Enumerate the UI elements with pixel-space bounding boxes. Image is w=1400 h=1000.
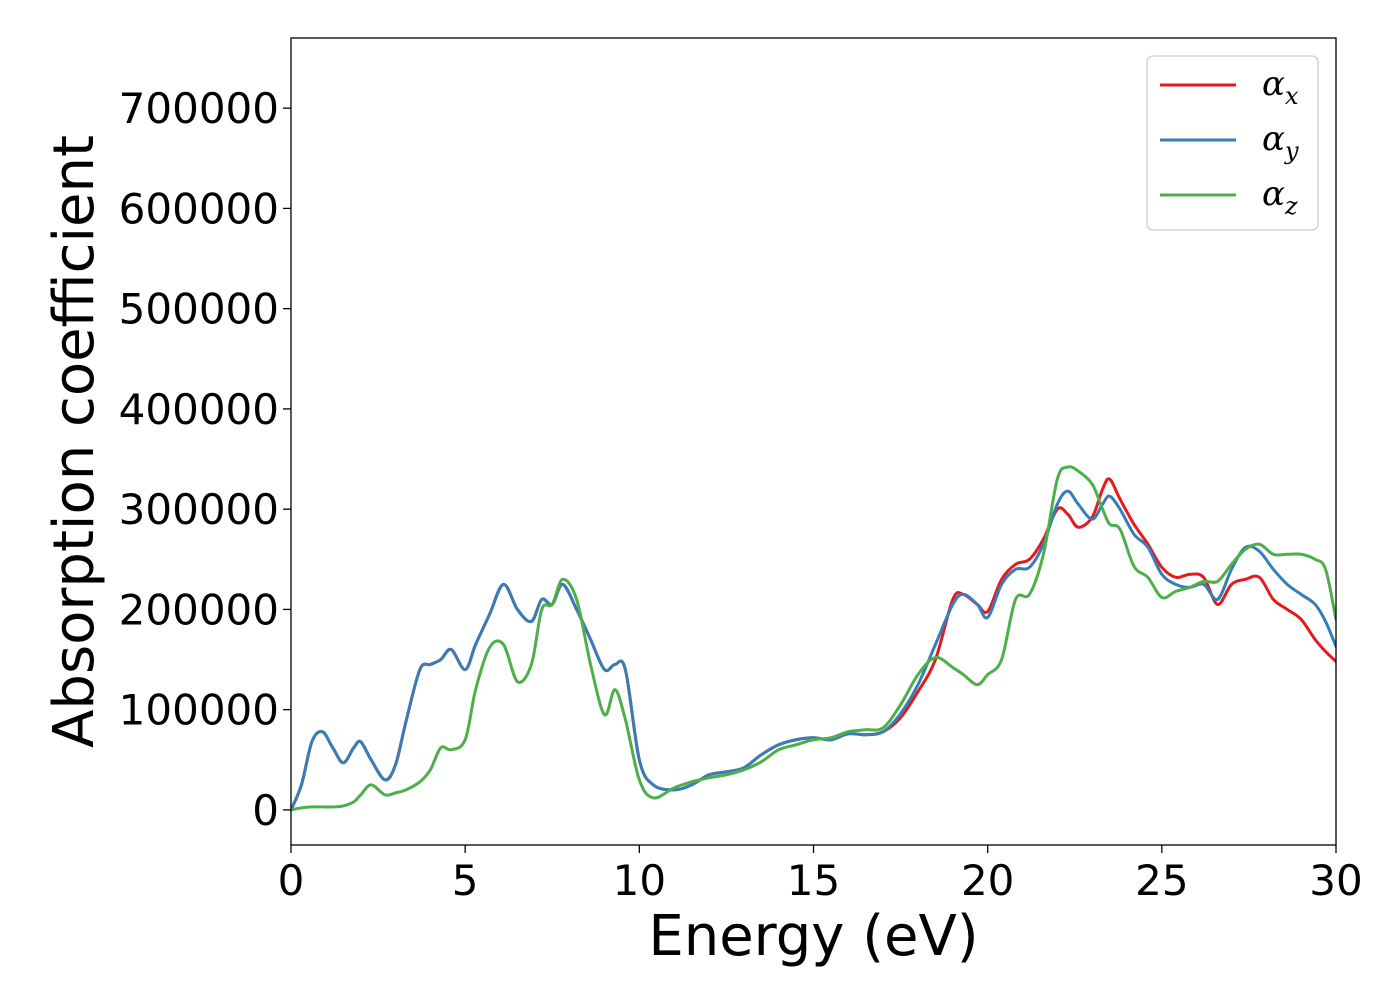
legend-box [1146, 55, 1319, 231]
series-line-y [291, 489, 1336, 812]
y-axis: 0 100000 200000 300000 400000 500000 600000 700… [119, 84, 291, 835]
x-tick-label: 20 [961, 856, 1014, 905]
y-tick-label: 300000 [119, 485, 279, 534]
x-tick-label: 0 [278, 856, 305, 905]
legend-label-x: αx [1262, 64, 1299, 110]
y-tick-label: 200000 [119, 585, 279, 634]
y-tick-label: 500000 [119, 285, 279, 334]
y-tick-label: 700000 [119, 84, 279, 133]
x-tick-label: 30 [1309, 856, 1362, 905]
y-tick-label: 100000 [119, 686, 279, 735]
x-tick-label: 10 [613, 856, 666, 905]
legend-label-y: αy [1262, 119, 1299, 165]
x-tick-label: 25 [1135, 856, 1188, 905]
x-axis-label: Energy (eV) [648, 904, 978, 969]
x-tick-label: 15 [787, 856, 840, 905]
y-axis-label: Absorption coefficient [42, 135, 107, 748]
series-layer [291, 465, 1336, 812]
x-tick-label: 5 [452, 856, 479, 905]
series-line-x [291, 477, 1336, 812]
y-tick-label: 0 [252, 786, 279, 835]
y-tick-label: 400000 [119, 385, 279, 434]
x-axis: 0 5 10 15 20 25 30 [278, 845, 1363, 905]
legend-label-z: αz [1262, 174, 1298, 220]
legend: αx αy αz [1146, 55, 1319, 231]
series-line-z [291, 465, 1336, 812]
y-tick-label: 600000 [119, 184, 279, 233]
